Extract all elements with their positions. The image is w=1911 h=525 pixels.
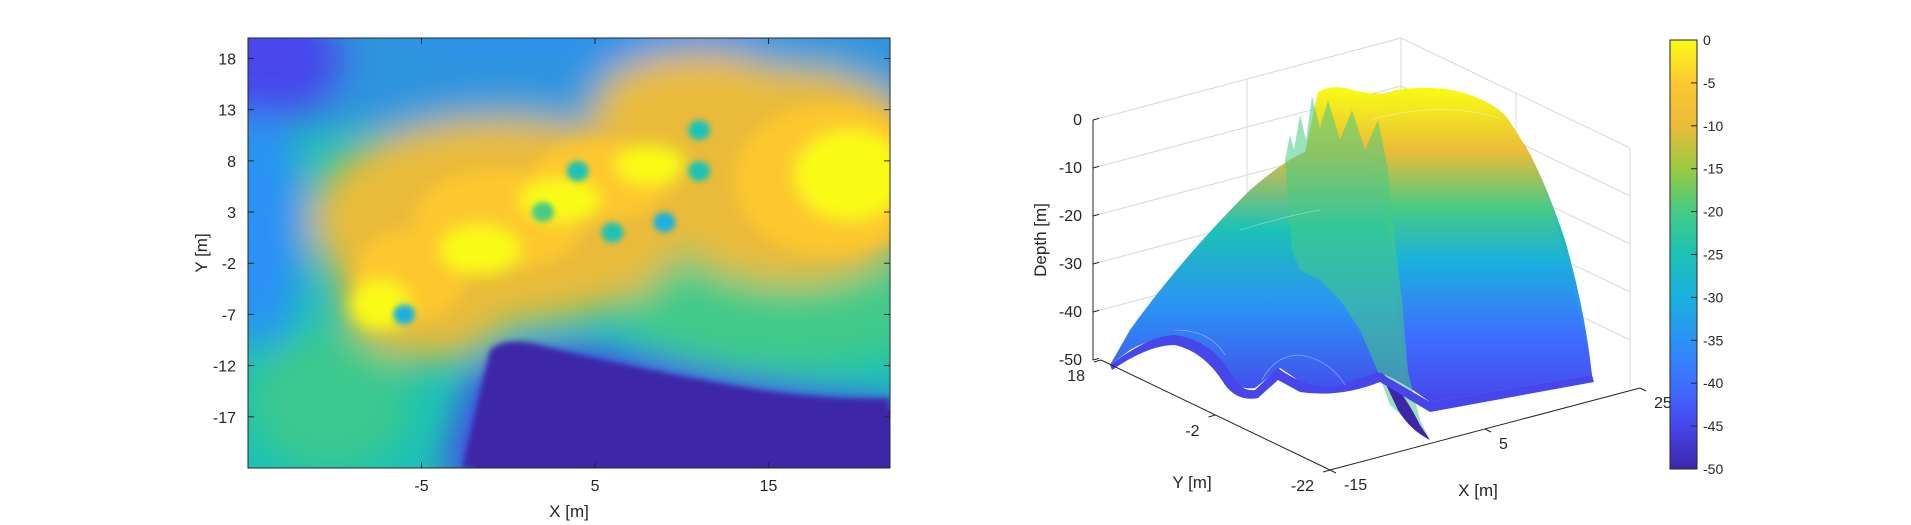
heatmap-depression	[653, 212, 676, 233]
heatmap-depression	[393, 304, 416, 325]
heatmap-x-tick-label: 15	[760, 478, 778, 495]
heatmap-panel: -5 5 15 18 13 8 3 -2 -7 -12 -17 X [m] Y [m]	[192, 37, 891, 521]
surface-x-tick-label: 5	[1499, 436, 1508, 453]
colorbar-tick-label: -15	[1703, 161, 1723, 177]
surface-x-tick-label: -15	[1344, 477, 1367, 494]
surface-y-tick-mark	[1208, 414, 1216, 418]
surface-z-tick-mark	[1092, 165, 1100, 169]
surface-z-tick-label: 0	[1073, 112, 1082, 129]
surface-y-tick-label: -22	[1291, 478, 1314, 495]
colorbar-ticks: 0 -5 -10 -15 -20 -25 -30 -35 -40 -45 -50	[1691, 32, 1723, 477]
surface-y-tick-mark	[1322, 469, 1331, 473]
surface-y-tick-mark	[1093, 359, 1102, 363]
colorbar-tick-label: -10	[1703, 118, 1723, 134]
heatmap-depression	[601, 222, 624, 243]
surface-panel: 0 -10 -20 -30 -40 -50 18 -2 -22 -15 5 25 Depth [m…	[1031, 37, 1672, 500]
heatmap-y-tick-label: -7	[222, 307, 236, 324]
colorbar-tick-label: -50	[1703, 461, 1723, 477]
heatmap-x-axis-label: X [m]	[549, 502, 589, 521]
surface-z-ticks: 0 -10 -20 -30 -40 -50	[1059, 112, 1100, 369]
heatmap-y-tick-label: 3	[227, 205, 236, 222]
colorbar-tick-label: -30	[1703, 289, 1723, 305]
surface-y-axis-label: Y [m]	[1172, 473, 1211, 492]
surface-z-tick-label: -30	[1059, 256, 1082, 273]
surface-y-tick-label: 18	[1067, 368, 1085, 385]
heatmap-holes	[393, 120, 711, 325]
heatmap-y-tick-label: 13	[218, 103, 236, 120]
heatmap-depression	[531, 202, 554, 223]
heatmap-axes-box	[247, 37, 891, 469]
surface-z-tick-mark	[1092, 309, 1100, 313]
heatmap-y-tick-label: -17	[213, 410, 236, 427]
surface-x-axis-label: X [m]	[1458, 481, 1498, 500]
surface-mesh	[1110, 87, 1594, 440]
colorbar-tick-label: -5	[1703, 75, 1716, 91]
surface-z-axis-label: Depth [m]	[1031, 203, 1050, 277]
surface-z-tick-label: -10	[1059, 160, 1082, 177]
heatmap-y-tick-label: 8	[227, 154, 236, 171]
heatmap-y-ticks: 18 13 8 3 -2 -7 -12 -17	[213, 51, 890, 427]
colorbar-tick-label: -45	[1703, 418, 1723, 434]
surface-y-tick-label: -2	[1185, 423, 1199, 440]
heatmap-depression	[688, 161, 711, 182]
colorbar-tick-label: -25	[1703, 247, 1723, 263]
heatmap-depression	[688, 120, 711, 141]
heatmap-y-tick-label: -2	[222, 256, 236, 273]
surface-x-ticks: -15 5 25	[1329, 387, 1672, 494]
surface-z-tick-mark	[1092, 117, 1100, 121]
heatmap-image	[248, 38, 890, 468]
surface-z-tick-mark	[1092, 357, 1100, 361]
surface-y-ticks: 18 -2 -22	[1067, 359, 1331, 495]
colorbar-tick-label: -40	[1703, 375, 1723, 391]
surface-x-tick-mark	[1484, 428, 1492, 433]
surface-z-tick-mark	[1092, 213, 1100, 217]
heatmap-x-tick-label: 5	[591, 478, 600, 495]
heatmap-y-axis-label: Y [m]	[192, 233, 211, 272]
colorbar-tick-label: 0	[1703, 32, 1711, 48]
colorbar-tick-label: -35	[1703, 332, 1723, 348]
surface-z-tick-label: -40	[1059, 304, 1082, 321]
surface-z-tick-label: -20	[1059, 208, 1082, 225]
heatmap-x-tick-label: -5	[414, 478, 428, 495]
heatmap-depression	[566, 161, 589, 182]
surface-z-tick-mark	[1092, 261, 1100, 265]
colorbar-tick-label: -20	[1703, 204, 1723, 220]
colorbar: 0 -5 -10 -15 -20 -25 -30 -35 -40 -45 -50	[1669, 32, 1723, 477]
surface-x-tick-mark	[1639, 387, 1647, 392]
heatmap-y-tick-label: 18	[218, 51, 236, 68]
surface-x-tick-label: 25	[1654, 395, 1672, 412]
surface-x-tick-mark	[1329, 469, 1337, 474]
surface-z-tick-label: -50	[1059, 352, 1082, 369]
heatmap-y-tick-label: -12	[213, 359, 236, 376]
heatmap-x-ticks: -5 5 15	[414, 38, 778, 495]
